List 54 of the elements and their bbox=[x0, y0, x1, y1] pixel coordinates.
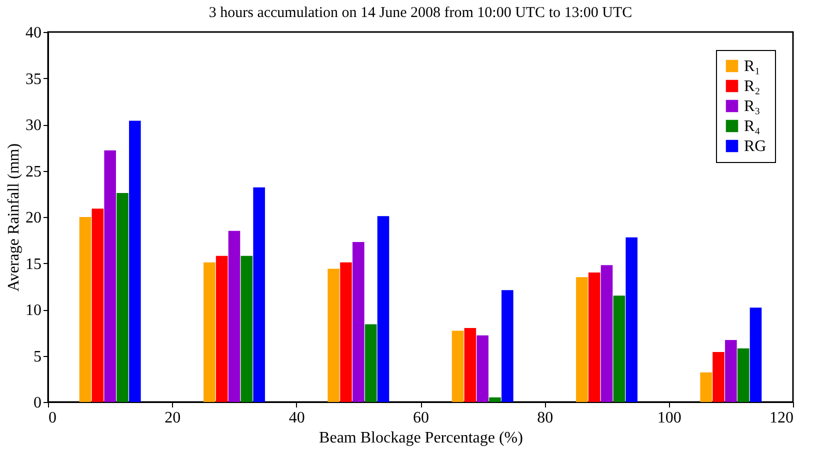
bar bbox=[129, 120, 141, 402]
legend-label: R₁ bbox=[744, 58, 760, 75]
y-tick-label: 20 bbox=[26, 210, 42, 226]
x-axis-title: Beam Blockage Percentage (%) bbox=[319, 430, 523, 446]
legend-label: R₃ bbox=[744, 98, 760, 115]
y-axis-title: Average Rainfall (mm) bbox=[6, 143, 22, 292]
bar bbox=[737, 348, 750, 402]
x-tick-label: 20 bbox=[164, 410, 181, 426]
y-tick-label: 35 bbox=[26, 70, 42, 88]
bar bbox=[253, 187, 265, 402]
y-tick-label: 5 bbox=[34, 348, 42, 366]
bar bbox=[92, 208, 104, 402]
y-tick-label: 15 bbox=[26, 256, 42, 273]
bar bbox=[700, 372, 712, 402]
bar bbox=[588, 272, 600, 402]
bar bbox=[613, 296, 626, 402]
x-tick-label: 120 bbox=[770, 410, 794, 426]
bar bbox=[712, 352, 724, 402]
chart-title: 3 hours accumulation on 14 June 2008 from 10:00 UTC to 13:00 UTC bbox=[208, 5, 632, 21]
bar bbox=[204, 262, 216, 402]
bar bbox=[240, 256, 253, 402]
bar bbox=[464, 328, 476, 402]
bar bbox=[352, 242, 364, 402]
x-tick-label: 40 bbox=[288, 410, 305, 426]
bar bbox=[576, 277, 588, 402]
bar bbox=[489, 397, 501, 402]
bar bbox=[104, 150, 116, 402]
y-tick-label: 40 bbox=[26, 24, 42, 42]
bar bbox=[228, 230, 240, 402]
y-tick-label: 30 bbox=[26, 117, 42, 134]
x-tick-label: 80 bbox=[537, 410, 554, 426]
bar bbox=[116, 192, 128, 402]
bar bbox=[452, 330, 464, 402]
bar bbox=[79, 217, 92, 402]
x-tick-label: 60 bbox=[413, 410, 429, 426]
y-tick-label: 10 bbox=[26, 302, 42, 319]
bar bbox=[364, 324, 377, 402]
legend-label: R₄ bbox=[744, 118, 761, 135]
y-tick-label: 0 bbox=[34, 394, 42, 412]
bar bbox=[600, 265, 613, 402]
bar bbox=[725, 340, 737, 402]
bar bbox=[328, 268, 340, 402]
legend-label: R₂ bbox=[744, 78, 760, 95]
legend-label: RG bbox=[744, 138, 767, 155]
x-tick-label: 100 bbox=[657, 410, 682, 426]
bar bbox=[340, 262, 352, 402]
bar bbox=[750, 308, 762, 402]
y-tick-label: 25 bbox=[26, 163, 42, 180]
bar bbox=[626, 237, 638, 402]
x-tick-label: 0 bbox=[48, 410, 56, 426]
bar bbox=[502, 290, 514, 402]
bar bbox=[216, 256, 228, 402]
bar bbox=[377, 216, 390, 402]
bar bbox=[476, 335, 488, 402]
